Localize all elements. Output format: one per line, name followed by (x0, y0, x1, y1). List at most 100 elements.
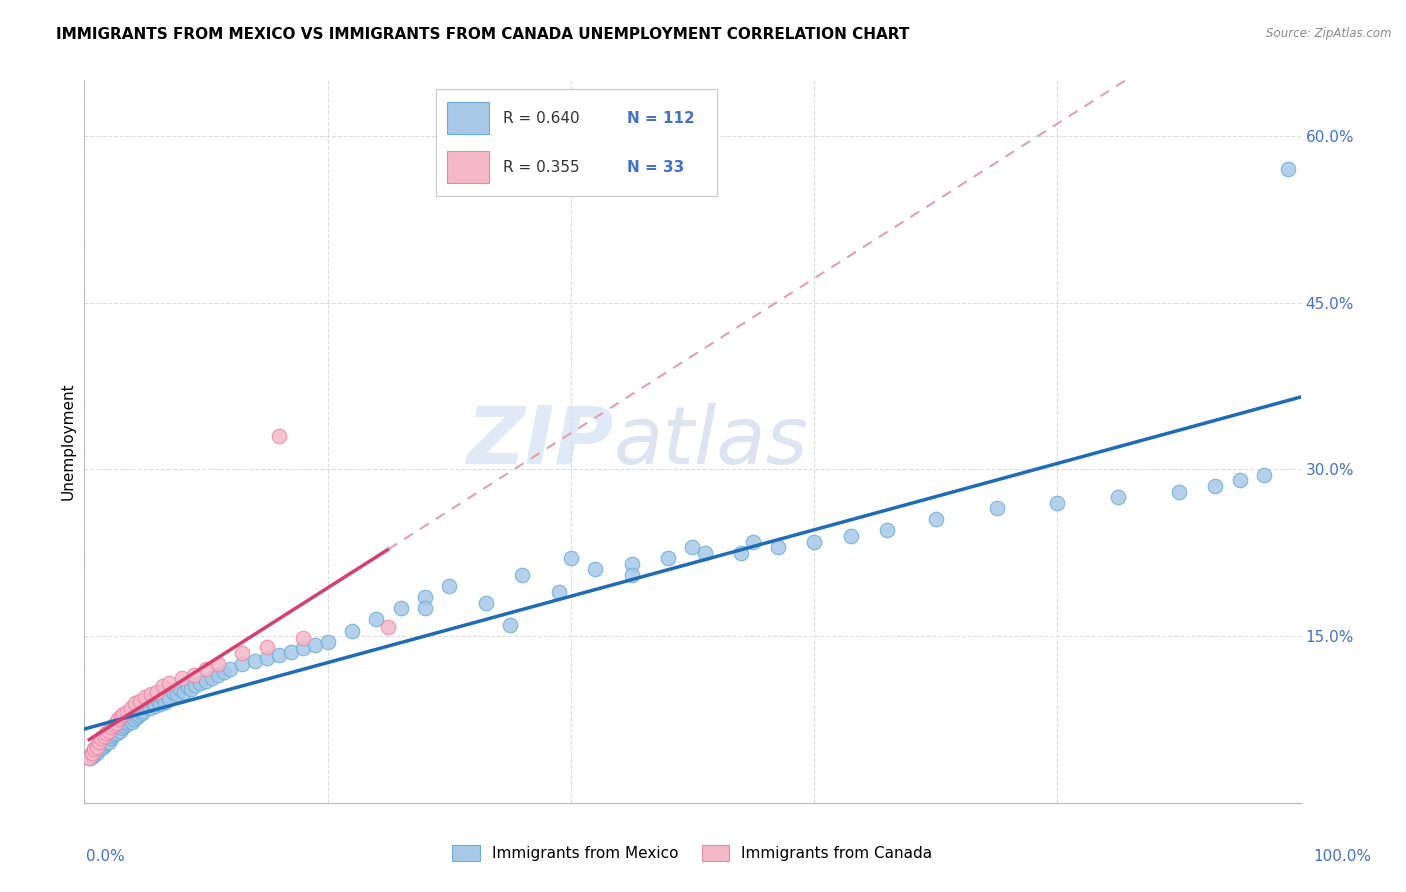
Point (256, 651, 278, 665)
Point (141, 687, 163, 701)
Point (583, 562, 606, 576)
Point (366, 612, 388, 626)
Point (304, 638, 326, 652)
Point (219, 662, 242, 676)
Point (730, 546, 752, 560)
Point (620, 568, 643, 582)
Point (139, 701, 162, 715)
Point (86, 740, 108, 755)
Point (90, 736, 112, 750)
Point (560, 551, 582, 566)
Point (177, 680, 200, 694)
Point (80, 746, 103, 760)
Point (156, 688, 179, 702)
Point (231, 646, 253, 660)
Point (742, 534, 765, 549)
Point (114, 719, 136, 733)
Point (152, 679, 174, 693)
Text: R = 0.355: R = 0.355 (503, 160, 579, 175)
Point (131, 706, 153, 720)
Point (876, 524, 898, 538)
Point (115, 717, 138, 731)
Point (183, 668, 205, 682)
Point (207, 657, 229, 671)
Point (108, 723, 131, 738)
Point (112, 706, 135, 721)
Point (170, 671, 193, 685)
Point (97, 734, 120, 748)
Text: N = 33: N = 33 (627, 160, 685, 175)
Point (103, 718, 125, 732)
Point (94, 731, 117, 746)
Point (194, 673, 218, 688)
Point (292, 641, 315, 656)
Point (141, 695, 163, 709)
Point (100, 731, 122, 746)
Point (134, 690, 156, 705)
Point (149, 697, 172, 711)
Point (129, 701, 152, 715)
Point (256, 640, 278, 655)
Point (120, 701, 142, 715)
Point (107, 713, 129, 727)
Point (173, 684, 195, 698)
Point (150, 690, 173, 705)
Point (87, 734, 110, 748)
Point (194, 662, 218, 676)
Y-axis label: Unemployment: Unemployment (60, 383, 76, 500)
Point (110, 718, 132, 732)
Point (79, 751, 101, 765)
Point (111, 722, 134, 736)
Point (1229, 474, 1251, 488)
Point (86, 745, 108, 759)
Point (377, 620, 399, 634)
Point (115, 705, 138, 719)
Point (231, 657, 253, 671)
Point (96, 733, 118, 747)
Point (100, 720, 122, 734)
Point (87, 738, 110, 752)
Point (474, 596, 496, 610)
Point (986, 501, 1008, 516)
Point (122, 713, 145, 727)
Point (439, 579, 461, 593)
Point (107, 720, 129, 734)
Text: R = 0.640: R = 0.640 (503, 111, 579, 126)
Point (124, 696, 146, 710)
Point (117, 714, 139, 729)
Point (110, 709, 132, 723)
Point (132, 704, 155, 718)
Point (184, 678, 207, 692)
Point (98, 727, 121, 741)
Point (1253, 467, 1275, 482)
Point (114, 714, 136, 728)
Point (91, 733, 114, 747)
Point (136, 697, 159, 711)
Point (803, 534, 825, 549)
Point (839, 529, 862, 543)
Point (292, 632, 315, 646)
Point (104, 715, 127, 730)
Point (1204, 479, 1226, 493)
Point (166, 687, 188, 701)
Point (243, 653, 266, 667)
Text: atlas: atlas (613, 402, 808, 481)
Point (97, 729, 120, 743)
Point (766, 540, 789, 554)
Point (413, 601, 436, 615)
Point (104, 723, 127, 737)
Point (104, 724, 127, 739)
Point (146, 684, 169, 698)
Point (1277, 162, 1299, 177)
Text: 0.0%: 0.0% (86, 849, 125, 863)
Point (1046, 496, 1069, 510)
Point (93, 738, 115, 752)
Point (212, 665, 235, 679)
Point (77, 751, 100, 765)
Point (389, 601, 412, 615)
Point (1167, 484, 1189, 499)
Point (84, 747, 107, 761)
Point (693, 546, 716, 560)
Point (83, 742, 105, 756)
Point (657, 551, 679, 566)
